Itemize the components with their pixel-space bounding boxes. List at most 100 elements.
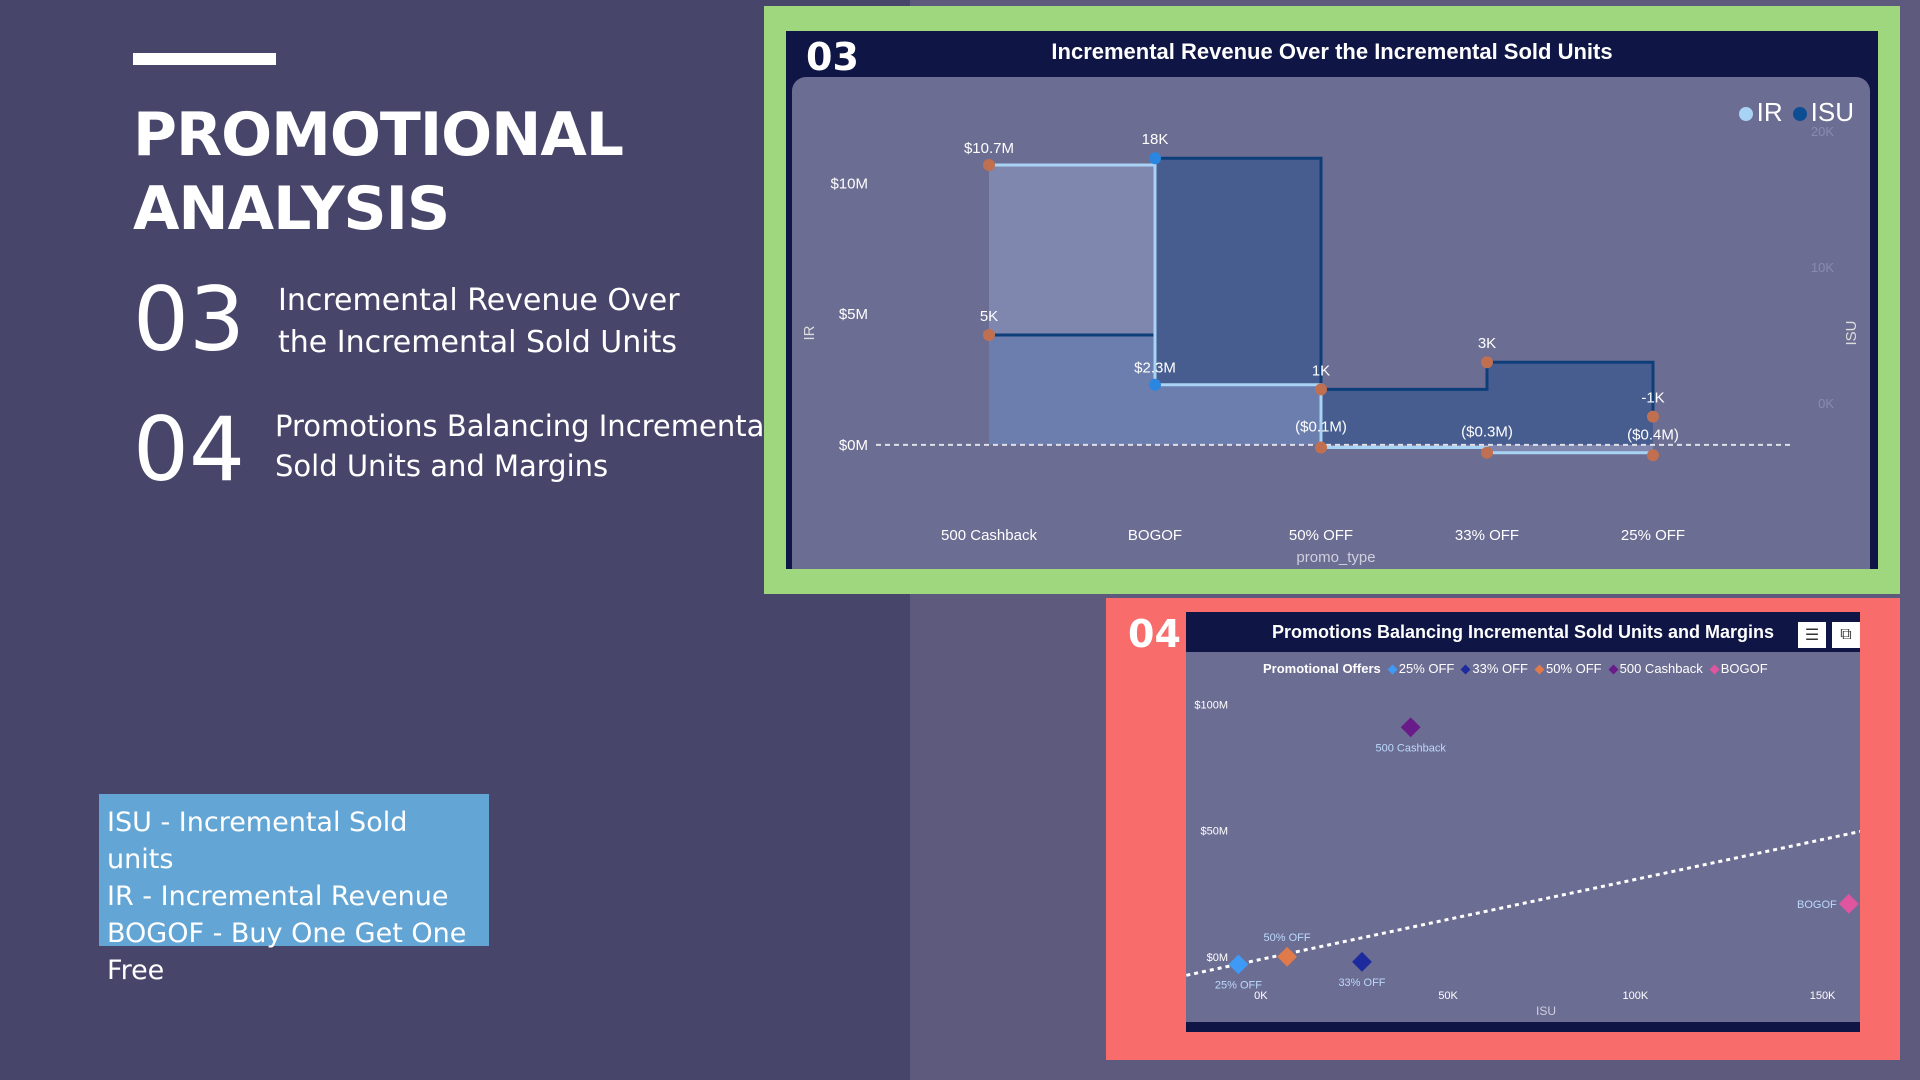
y-tick-left: $0M [839,437,868,454]
y-tick-right: 10K [1811,260,1834,275]
ir-data-label: $10.7M [964,140,1014,157]
x-tick-label: 50% OFF [1289,527,1353,544]
scatter-point [1228,954,1249,975]
item-number-04: 04 [133,398,245,501]
item-number-03: 03 [133,268,245,371]
scatter-point [1352,951,1372,972]
legend-item-label: 500 Cashback [1619,661,1703,676]
legend-title: Promotional Offers [1263,661,1381,676]
isu-marker [983,329,995,341]
ir-marker [1149,378,1161,391]
scatter-point [1277,946,1297,967]
ir-marker [1481,446,1493,459]
glossary-isu: ISU - Incremental Sold units [107,807,408,875]
glossary-ir: IR - Incremental Revenue [107,881,449,912]
isu-marker [1647,410,1659,423]
legend-item-label: 25% OFF [1398,661,1455,676]
item-04-line1: Promotions Balancing Incremental [275,409,773,443]
point-label: 500 Cashback [1376,742,1447,754]
focus-mode-icon[interactable]: ⧉ [1832,622,1860,648]
item-04-line2: Sold Units and Margins [275,449,609,483]
x-axis-label: ISU [1536,1004,1556,1018]
legend-ir-marker [1738,107,1753,122]
item-03-line2: the Incremental Sold Units [278,325,677,360]
point-label: BOGOF [1797,899,1837,911]
isu-data-label: 5K [980,308,998,325]
x-tick: 50K [1438,990,1458,1002]
x-tick-label: 33% OFF [1455,527,1519,544]
x-axis-label: promo_type [1296,549,1375,566]
legend-item[interactable]: 33% OFF [1460,661,1528,676]
legend-isu-label: ISU [1810,97,1854,127]
x-tick-label: BOGOF [1128,527,1182,544]
legend-item-label: 50% OFF [1546,661,1602,676]
x-tick-label: 500 Cashback [941,527,1037,544]
y-tick: $100M [1194,700,1228,712]
legend-item-label: 33% OFF [1472,661,1528,676]
ir-marker [1315,441,1327,454]
ir-data-label: ($0.4M) [1627,426,1679,443]
glossary-box: ISU - Incremental Sold units IR - Increm… [99,794,489,986]
y-tick: $50M [1200,826,1228,838]
filter-icon[interactable]: ☰ [1798,622,1826,648]
scatter-chart[interactable]: $0M $50M $100M 0K 50K 100K 150K ISU 500 Cashback… [1186,612,1860,1032]
y-tick-left: $5M [839,306,868,323]
ir-data-label: $2.3M [1134,360,1176,377]
isu-marker [1481,356,1493,369]
point-label: 33% OFF [1338,977,1385,989]
slide-title-line2: ANALYSIS [133,174,450,244]
scatter-point [1400,717,1421,738]
legend-ir-label: IR [1756,97,1783,127]
x-tick-label: 25% OFF [1621,527,1685,544]
item-03-line1: Incremental Revenue Over [278,283,680,318]
x-tick: 150K [1810,990,1836,1002]
point-label: 25% OFF [1215,979,1262,991]
panel-04-title: Promotions Balancing Incremental Sold Un… [1271,622,1775,642]
isu-data-label: -1K [1641,390,1664,407]
isu-marker [1315,383,1327,396]
panel-03-title: Incremental Revenue Over the Incremental… [1051,39,1613,64]
panel-03-plot-area [792,77,1870,569]
y-tick-left: $10M [830,175,868,192]
legend-item[interactable]: 25% OFF [1387,661,1455,676]
waterfall-line-chart[interactable]: $0M $5M $10M 0K 10K 20K IR ISU $10.7M $2.3M ($0.1M… [786,31,1878,569]
legend-item[interactable]: 50% OFF [1534,661,1602,676]
x-tick: 100K [1622,990,1648,1002]
panel-04-toolbar: ☰ ⧉ [1798,622,1860,648]
y-tick-right: 20K [1811,124,1834,139]
glossary-bogof: BOGOF - Buy One Get One Free [107,918,467,986]
panel-03-legend[interactable]: IR ISU [1738,97,1854,128]
ir-marker [1647,449,1659,462]
item-description-04: Promotions Balancing Incremental Sold Un… [275,406,772,486]
isu-data-label: 3K [1478,335,1496,352]
ir-data-label: ($0.3M) [1461,424,1513,441]
legend-item-label: BOGOF [1720,661,1768,676]
panel-04-visual[interactable]: Promotions Balancing Incremental Sold Un… [1186,612,1860,1032]
y-tick-right: 0K [1818,396,1834,411]
legend-ir[interactable]: IR [1738,97,1783,128]
panel-04-badge: 04 [1128,612,1181,656]
y-axis-label-right: ISU [1843,320,1860,345]
isu-data-label: 18K [1142,131,1169,148]
legend-item[interactable]: BOGOF [1709,661,1768,676]
ir-marker [983,159,995,171]
scatter-point [1838,893,1859,914]
y-axis-label-left: IR [801,325,818,340]
panel-04-plot-area [1186,652,1860,1022]
isu-data-label: 1K [1312,362,1330,379]
legend-item[interactable]: 500 Cashback [1608,661,1703,676]
panel-04-legend[interactable]: Promotional Offers 25% OFF 33% OFF 50% OFF… [1263,661,1768,676]
legend-isu-marker [1792,107,1807,122]
panel-03-visual[interactable]: 03 Incremental Revenue Over the Incremen… [786,31,1878,569]
legend-isu[interactable]: ISU [1792,97,1854,128]
isu-marker [1149,152,1161,165]
x-tick: 0K [1254,990,1268,1002]
point-label: 50% OFF [1264,932,1311,944]
title-accent-bar [133,53,276,65]
panel-03-badge: 03 [806,35,859,79]
slide-title-line1: PROMOTIONAL [133,100,624,170]
ir-data-label: ($0.1M) [1295,418,1347,435]
item-description-03: Incremental Revenue Over the Incremental… [278,280,680,364]
y-tick: $0M [1207,952,1228,964]
slide-title: PROMOTIONAL ANALYSIS [133,98,624,246]
